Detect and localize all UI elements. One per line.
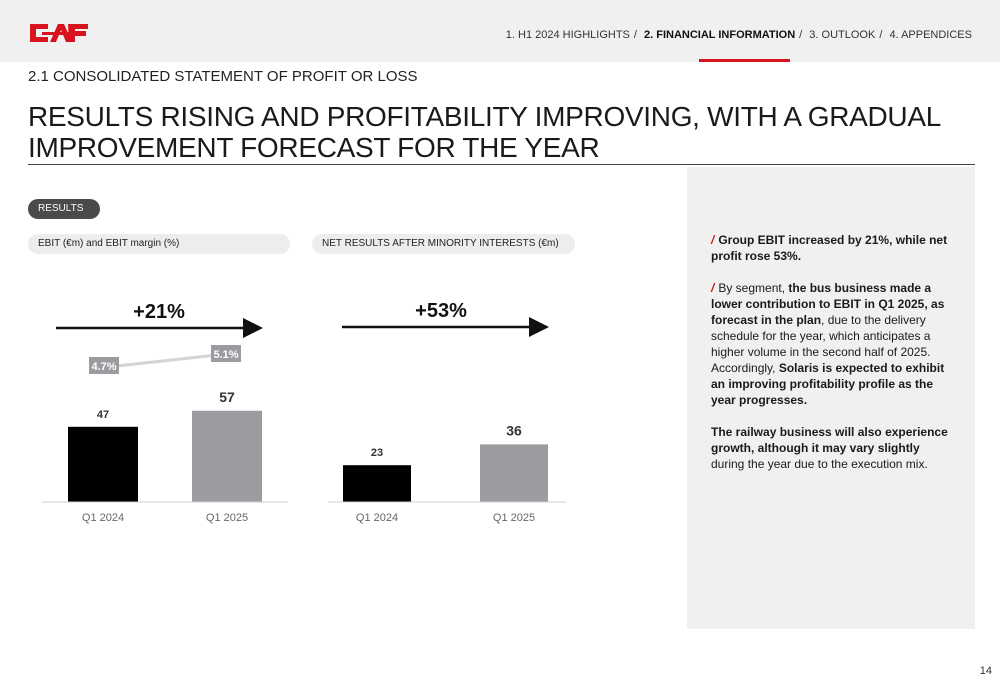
section-subtitle: 2.1 CONSOLIDATED STATEMENT OF PROFIT OR …	[28, 68, 418, 85]
net-results-value-label: 23	[371, 447, 383, 459]
ebit-margin-label: 5.1%	[211, 345, 241, 362]
commentary-panel	[687, 167, 975, 629]
ebit-chart-title: EBIT (€m) and EBIT margin (%)	[28, 234, 290, 254]
ebit-margin-label: 4.7%	[89, 357, 119, 374]
title-divider	[28, 164, 975, 165]
nav-item-outlook[interactable]: 3. OUTLOOK	[809, 29, 876, 41]
nav-separator: /	[879, 29, 883, 41]
page-number: 14	[979, 665, 992, 677]
net-results-bar-q1-2024	[343, 465, 411, 502]
commentary-paragraph: The railway business will also experienc…	[711, 425, 948, 471]
ebit-value-label: 57	[219, 389, 235, 405]
nav-separator: /	[799, 29, 803, 41]
active-nav-indicator	[699, 59, 790, 62]
ebit-growth-label: +21%	[133, 301, 185, 323]
ebit-chart: +21% 4.7% 5.1% 47 57 Q1 2024 Q1 2025	[42, 301, 288, 524]
net-results-x-tick-label: Q1 2025	[493, 512, 535, 524]
svg-text:4.7%: 4.7%	[91, 361, 116, 373]
ebit-x-tick-label: Q1 2025	[206, 512, 248, 524]
top-navigation: 1. H1 2024 HIGHLIGHTS/ 2. FINANCIAL INFO…	[506, 29, 972, 41]
ebit-value-label: 47	[97, 409, 109, 421]
net-results-value-label: 36	[506, 422, 522, 438]
net-results-chart: +53% 23 36 Q1 2024 Q1 2025	[328, 300, 566, 524]
slash-bullet-icon: /	[711, 233, 715, 247]
net-results-x-tick-label: Q1 2024	[356, 512, 398, 524]
commentary-paragraph: / Group EBIT increased by 21%, while net …	[711, 233, 948, 263]
header-bar	[0, 0, 1000, 62]
nav-item-highlights[interactable]: 1. H1 2024 HIGHLIGHTS	[505, 29, 630, 41]
nav-separator: /	[633, 29, 637, 41]
charts-canvas: +21% 4.7% 5.1% 47 57 Q1 2024 Q1 2025 +53…	[42, 300, 566, 524]
net-results-bar-q1-2025	[480, 444, 548, 502]
nav-item-appendices[interactable]: 4. APPENDICES	[889, 29, 972, 41]
nav-item-financial-information[interactable]: 2. FINANCIAL INFORMATION	[644, 29, 796, 41]
net-results-growth-label: +53%	[415, 300, 467, 322]
ebit-bar-q1-2024	[68, 426, 138, 502]
page-title: RESULTS RISING AND PROFITABILITY IMPROVI…	[28, 101, 940, 163]
svg-text:5.1%: 5.1%	[213, 349, 238, 361]
commentary-paragraph: / By segment, the bus business made a low…	[711, 281, 945, 407]
ebit-bar-q1-2025	[192, 410, 262, 502]
slash-bullet-icon: /	[711, 281, 715, 295]
commentary-text: / Group EBIT increased by 21%, while net …	[711, 232, 951, 488]
caf-logo	[30, 24, 88, 42]
ebit-x-tick-label: Q1 2024	[82, 512, 124, 524]
ebit-margin-line	[116, 352, 227, 368]
results-tag: RESULTS	[28, 199, 100, 219]
net-results-chart-title: NET RESULTS AFTER MINORITY INTERESTS (€m…	[312, 234, 575, 254]
